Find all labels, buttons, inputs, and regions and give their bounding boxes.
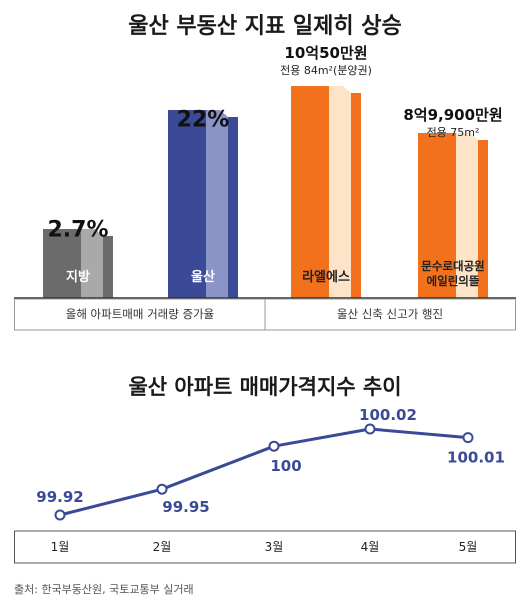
bar-1-cap xyxy=(168,110,206,117)
group-label-1: 울산 신축 신고가 행진 xyxy=(337,307,443,321)
bar-2-bevel xyxy=(329,86,351,93)
bar-value-label-2: 10억50만원 xyxy=(284,44,367,62)
bar-sub-label-2: 전용 84m²(분양권) xyxy=(280,64,372,77)
group-label-0: 올해 아파트매매 거래량 증가율 xyxy=(66,307,215,321)
data-point-0 xyxy=(54,509,66,521)
bar-0-cap xyxy=(43,229,81,236)
data-label-1: 99.95 xyxy=(162,498,209,516)
data-label-3: 100.02 xyxy=(359,406,417,424)
bar-3-highlight xyxy=(456,140,478,298)
bar-name-3-line0: 문수로대공원 xyxy=(421,259,484,273)
data-point-2 xyxy=(268,440,280,452)
bar-name-3-line1: 에일린의뜰 xyxy=(427,274,480,288)
data-label-4: 100.01 xyxy=(447,449,505,467)
x-tick-label-4: 5월 xyxy=(459,540,478,554)
bar-value-label-3: 8억9,900만원 xyxy=(403,106,502,124)
data-point-1 xyxy=(156,483,168,495)
bar-chart-title: 울산 부동산 지표 일제히 상승 xyxy=(128,14,402,39)
source-note: 출처: 한국부동산원, 국토교통부 실거래 xyxy=(14,583,194,596)
bar-value-label-0: 2.7% xyxy=(47,218,108,243)
data-point-4 xyxy=(462,432,474,444)
bar-value-label-1: 22% xyxy=(177,108,230,133)
x-tick-label-0: 1월 xyxy=(51,540,70,554)
x-tick-label-2: 3월 xyxy=(265,540,284,554)
bar-name-2: 라엘에스 xyxy=(302,269,350,285)
bar-name-0: 지방 xyxy=(66,269,90,285)
data-label-2: 100 xyxy=(270,457,301,475)
data-label-0: 99.92 xyxy=(36,488,83,506)
bar-2-cap xyxy=(291,86,329,93)
x-tick-label-3: 4월 xyxy=(361,540,380,554)
series-line xyxy=(59,427,469,517)
data-point-3 xyxy=(364,423,376,435)
bar-sub-label-3: 전용 75m² xyxy=(427,126,480,139)
bar-0-highlight xyxy=(81,236,103,298)
bar-1-highlight xyxy=(206,117,228,298)
bar-0-bevel xyxy=(81,229,103,236)
bar-2-highlight xyxy=(329,93,351,298)
x-tick-label-1: 2월 xyxy=(153,540,172,554)
bar-3-cap xyxy=(418,133,456,140)
bar-3-bevel xyxy=(456,133,478,140)
line-chart-title: 울산 아파트 매매가격지수 추이 xyxy=(128,375,402,399)
bar-name-1: 울산 xyxy=(191,269,215,285)
bar-1-bevel xyxy=(206,110,228,117)
